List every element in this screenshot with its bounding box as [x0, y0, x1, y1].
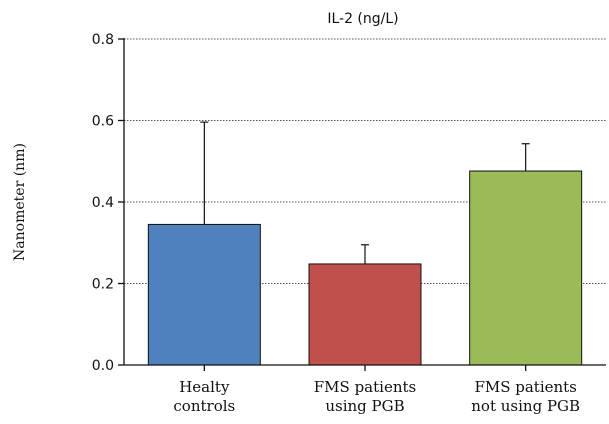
x-category-label: FMS patients not using PGB: [471, 378, 580, 415]
y-axis-label: Nanometer (nm): [12, 143, 28, 261]
axes: [118, 38, 606, 371]
chart-title: IL-2 (ng/L): [327, 11, 398, 27]
bar: [469, 170, 583, 366]
y-tick-label: 0.4: [92, 195, 114, 211]
x-category-label: Healty controls: [173, 378, 235, 415]
bar: [147, 223, 261, 366]
error-bars: [200, 121, 530, 264]
y-tick-labels: 0.0 0.2 0.4 0.6 0.8: [92, 32, 114, 374]
bar: [308, 263, 422, 366]
y-tick-label: 0.2: [92, 277, 114, 293]
x-category-label: FMS patients using PGB: [314, 378, 416, 415]
x-category-labels: Healty controls FMS patients using PGB FMS p…: [173, 378, 580, 415]
bars: [147, 170, 583, 366]
y-tick-label: 0.8: [92, 32, 114, 48]
y-tick-label: 0.6: [92, 114, 114, 130]
y-tick-label: 0.0: [92, 358, 114, 374]
